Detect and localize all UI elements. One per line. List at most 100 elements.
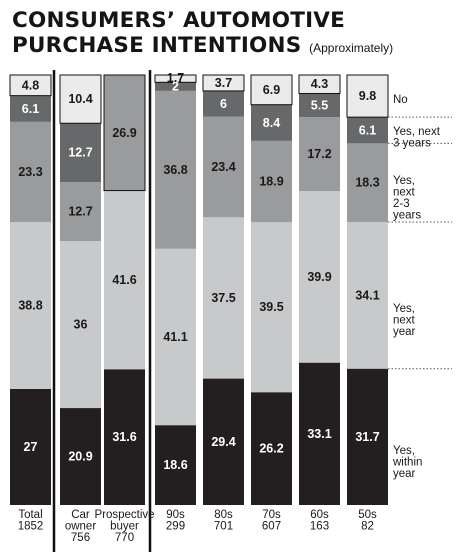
legend-label: Yes, — [393, 303, 415, 315]
data-label: 41.1 — [163, 330, 187, 344]
bar-segment — [203, 217, 244, 379]
data-label: 23.3 — [18, 165, 42, 179]
data-label: 41.6 — [112, 273, 136, 287]
data-label: 17.2 — [307, 147, 331, 161]
data-label: 36.8 — [163, 163, 187, 177]
bar-segment — [154, 74, 197, 83]
bar-segment — [60, 241, 101, 409]
data-label: 27 — [24, 440, 38, 454]
bar-segment — [10, 121, 51, 223]
bar-segment — [250, 74, 293, 106]
data-label: 6.9 — [263, 83, 280, 97]
data-label: 20.9 — [68, 450, 92, 464]
category-label: buyer — [110, 521, 139, 533]
data-label: 8.4 — [263, 116, 280, 130]
category-label: Car — [71, 509, 90, 521]
bar-segment — [251, 104, 292, 141]
category-label: 756 — [71, 532, 90, 544]
bar-segment — [347, 143, 388, 223]
category-label: 607 — [262, 521, 281, 533]
category-label: 80s — [214, 509, 233, 521]
bar-segment — [203, 116, 244, 218]
bar-segment — [347, 222, 388, 369]
data-label: 9.8 — [359, 89, 376, 103]
data-label: 39.9 — [307, 270, 331, 284]
legend-label: next — [393, 315, 416, 327]
data-label: 38.8 — [18, 298, 42, 312]
data-label: 12.7 — [68, 205, 92, 219]
bar-segment — [60, 408, 101, 505]
bar-segment — [59, 74, 102, 124]
category-label: 701 — [214, 521, 233, 533]
data-label: 1.7 — [167, 71, 184, 85]
category-label: Prospective — [94, 509, 154, 521]
category-label: Total — [18, 509, 42, 521]
bar-segment — [347, 368, 388, 505]
category-label: 50s — [358, 509, 377, 521]
bar-segment — [202, 74, 245, 92]
category-label: 70s — [262, 509, 281, 521]
category-label: 60s — [310, 509, 329, 521]
bar-segment — [10, 388, 51, 505]
data-label: 6.1 — [22, 102, 39, 116]
bar-segment — [251, 140, 292, 223]
category-label: 82 — [361, 521, 374, 533]
chart-title-line-1: CONSUMERS’ AUTOMOTIVE — [12, 8, 346, 33]
chart-title-line-2: PURCHASE INTENTIONS (Approximately) — [12, 35, 393, 57]
data-label: 2 — [172, 79, 179, 93]
legend-label: years — [393, 210, 421, 222]
bar-segment — [155, 90, 196, 249]
bar-segment — [346, 74, 389, 118]
data-label: 6 — [220, 97, 227, 111]
legend-label: next — [393, 187, 416, 199]
legend-label: 2-3 — [393, 198, 410, 210]
data-label: 39.5 — [259, 300, 283, 314]
data-label: 26.9 — [112, 126, 136, 140]
data-label: 34.1 — [355, 288, 379, 302]
data-label: 26.2 — [259, 442, 283, 456]
bar-segment — [299, 93, 340, 118]
data-label: 5.5 — [311, 98, 328, 112]
data-label: 18.3 — [355, 176, 379, 190]
data-label: 29.4 — [211, 435, 235, 449]
legend-label: Yes, next — [393, 126, 441, 138]
bar-segment — [203, 90, 244, 117]
data-label: 4.3 — [311, 77, 328, 91]
legend-label: year — [393, 468, 416, 480]
chart-title-line-2-main: PURCHASE INTENTIONS — [12, 33, 302, 58]
bar-segment — [104, 369, 145, 505]
bar-segment — [60, 182, 101, 242]
bar-segment — [299, 362, 340, 505]
bar-segment — [203, 378, 244, 505]
data-label: 10.4 — [68, 92, 92, 106]
bar-segment — [298, 74, 341, 94]
bar-segment — [251, 392, 292, 505]
bar-segment — [155, 425, 196, 505]
bar-segment — [9, 74, 52, 97]
bar-segment — [299, 191, 340, 363]
bar-segment — [251, 222, 292, 393]
bar-segment — [347, 117, 388, 144]
legend-label: year — [393, 326, 416, 338]
data-label: 23.4 — [211, 160, 235, 174]
data-label: 12.7 — [68, 146, 92, 160]
bar-segment — [10, 95, 51, 122]
data-label: 4.8 — [22, 78, 39, 92]
data-label: 3.7 — [215, 76, 232, 90]
category-label: 90s — [166, 509, 185, 521]
bar-segment — [155, 82, 196, 91]
category-label: 299 — [166, 521, 185, 533]
bar-segment — [104, 190, 145, 370]
legend-label: No — [393, 94, 408, 106]
bar-segment — [299, 117, 340, 192]
category-label: 163 — [310, 521, 329, 533]
category-label: 770 — [115, 532, 134, 544]
legend-label: 3 years — [393, 138, 431, 150]
data-label: 18.9 — [259, 175, 283, 189]
data-label: 33.1 — [307, 427, 331, 441]
legend-label: Yes, — [393, 175, 415, 187]
data-label: 36 — [74, 318, 88, 332]
data-label: 37.5 — [211, 291, 235, 305]
legend-label: within — [392, 457, 422, 469]
